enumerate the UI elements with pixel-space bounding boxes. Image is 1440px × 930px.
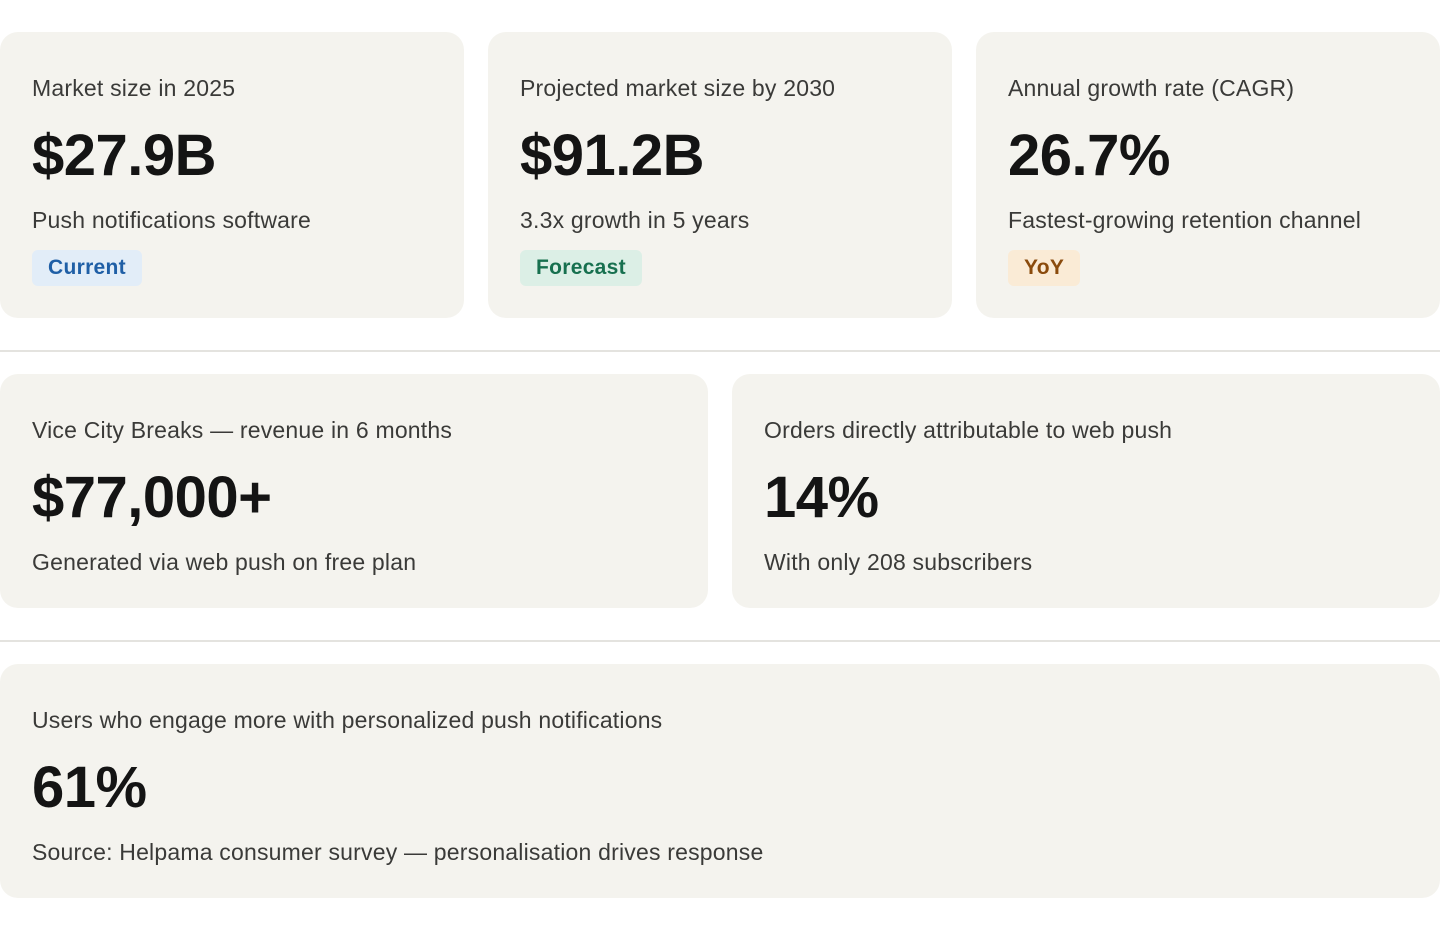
stat-label: Vice City Breaks — revenue in 6 months [32,417,453,443]
stat-value: $27.9B [32,123,217,188]
stat-label: Annual growth rate (CAGR) [1008,75,1295,101]
stat-card-market-size-2025: Market size in 2025 $27.9B Push notifica… [0,32,464,318]
stat-value: 14% [764,465,879,530]
section-divider [0,640,1440,642]
stat-source: Source: Helpama consumer survey — person… [32,839,764,865]
stat-value: $77,000+ [32,465,272,530]
stat-description: Generated via web push on free plan [32,549,417,575]
stat-description: 3.3x growth in 5 years [520,207,750,233]
stat-card-personalized-engagement: Users who engage more with personalized … [0,664,1440,898]
engagement-row: Users who engage more with personalized … [0,664,1440,898]
section-divider [0,350,1440,352]
stat-card-projected-2030: Projected market size by 2030 $91.2B 3.3… [488,32,952,318]
status-badge-yoy: YoY [1008,250,1081,286]
stat-description: With only 208 subscribers [764,549,1033,575]
market-stats-row: Market size in 2025 $27.9B Push notifica… [0,32,1440,318]
stat-card-cagr: Annual growth rate (CAGR) 26.7% Fastest-… [976,32,1440,318]
stat-description: Fastest-growing retention channel [1008,207,1362,233]
stat-label: Market size in 2025 [32,75,236,101]
stat-value: $91.2B [520,123,705,188]
stat-label: Orders directly attributable to web push [764,417,1173,443]
stat-description: Push notifications software [32,207,311,233]
stat-value: 26.7% [1008,123,1170,188]
status-badge-forecast: Forecast [520,250,642,286]
case-study-row: Vice City Breaks — revenue in 6 months $… [0,374,1440,608]
stat-value: 61% [32,755,147,820]
stat-card-attributable-orders: Orders directly attributable to web push… [732,374,1440,608]
stat-label: Users who engage more with personalized … [32,707,663,733]
status-badge-current: Current [32,250,142,286]
stat-card-vice-city-revenue: Vice City Breaks — revenue in 6 months $… [0,374,708,608]
stat-label: Projected market size by 2030 [520,75,836,101]
